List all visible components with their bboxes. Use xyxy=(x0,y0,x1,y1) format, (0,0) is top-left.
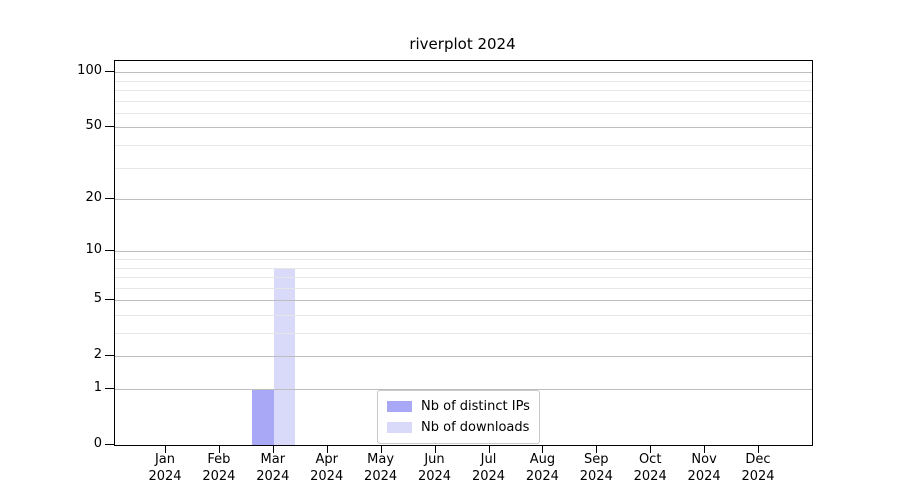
y-gridline-minor xyxy=(115,90,812,91)
y-gridline-major xyxy=(115,199,812,201)
x-axis-tick-label: Nov 2024 xyxy=(672,452,736,485)
y-gridline-major xyxy=(115,300,812,302)
x-tick-year: 2024 xyxy=(148,468,182,484)
x-tick-month: Feb xyxy=(207,452,231,467)
x-axis-tick-label: Dec 2024 xyxy=(726,452,790,485)
x-axis-tick-label: Oct 2024 xyxy=(618,452,682,485)
y-axis-tick-label: 2 xyxy=(93,347,102,363)
y-gridline-major xyxy=(115,72,812,74)
y-tick-mark xyxy=(105,126,114,128)
x-axis-tick-label: Jun 2024 xyxy=(403,452,467,485)
y-gridline-minor xyxy=(115,287,812,289)
x-axis-tick-label: Apr 2024 xyxy=(295,452,359,485)
x-tick-mark xyxy=(542,445,544,453)
legend-swatch-downloads xyxy=(387,422,412,433)
x-tick-mark xyxy=(758,445,759,453)
y-gridline-major xyxy=(115,389,812,390)
x-tick-month: Mar xyxy=(260,452,286,467)
x-tick-year: 2024 xyxy=(417,468,452,484)
x-tick-year: 2024 xyxy=(525,468,559,484)
y-axis-tick-label: 0 xyxy=(93,436,102,451)
x-tick-month: Nov xyxy=(691,452,717,467)
x-tick-year: 2024 xyxy=(202,468,236,484)
y-axis-tick-label: 1 xyxy=(93,380,102,395)
x-tick-month: Oct xyxy=(638,452,662,467)
y-axis-tick-label: 10 xyxy=(85,242,102,258)
x-tick-mark xyxy=(434,445,436,453)
y-tick-mark xyxy=(105,388,114,389)
x-tick-year: 2024 xyxy=(633,468,667,484)
legend-swatch-distinct-ips xyxy=(387,401,412,412)
y-axis-tick-label: 20 xyxy=(85,190,102,206)
y-axis-tick-label: 50 xyxy=(85,118,102,134)
y-gridline-minor xyxy=(115,145,812,146)
x-tick-month: Sep xyxy=(584,452,609,467)
x-tick-month: Jul xyxy=(480,452,497,467)
y-axis-tick-label: 5 xyxy=(93,291,102,307)
y-gridline-major xyxy=(115,356,812,358)
y-tick-mark xyxy=(105,71,114,73)
y-gridline-minor xyxy=(115,259,812,260)
y-gridline-minor xyxy=(115,267,812,269)
x-tick-mark xyxy=(380,445,382,453)
y-gridline-minor xyxy=(115,80,812,82)
legend: Nb of distinct IPs Nb of downloads xyxy=(377,390,540,444)
legend-label-downloads: Nb of downloads xyxy=(421,420,530,435)
x-tick-mark xyxy=(704,445,706,453)
x-tick-year: 2024 xyxy=(310,468,344,484)
x-tick-mark xyxy=(218,445,220,453)
y-axis-tick-label: 100 xyxy=(77,63,102,79)
y-tick-mark xyxy=(105,198,114,200)
legend-label-distinct-ips: Nb of distinct IPs xyxy=(421,399,530,414)
x-tick-month: Aug xyxy=(529,452,556,467)
x-tick-month: Apr xyxy=(315,452,338,467)
y-gridline-minor xyxy=(115,277,812,278)
bar-nb-of-distinct-ips-mar xyxy=(252,389,274,445)
y-gridline-major xyxy=(115,251,812,253)
x-tick-year: 2024 xyxy=(471,468,506,484)
y-gridline-minor xyxy=(115,112,812,114)
y-gridline-minor xyxy=(115,333,812,334)
x-tick-month: May xyxy=(367,452,395,467)
x-axis-tick-label: Sep 2024 xyxy=(564,452,628,485)
y-gridline-minor xyxy=(115,315,812,316)
x-tick-mark xyxy=(326,445,328,453)
y-gridline-minor xyxy=(115,100,812,102)
x-tick-year: 2024 xyxy=(741,468,775,484)
x-tick-month: Jan xyxy=(154,452,176,467)
legend-item-downloads: Nb of downloads xyxy=(387,417,530,438)
y-tick-mark xyxy=(105,250,114,252)
x-tick-mark xyxy=(272,445,274,453)
y-tick-mark xyxy=(105,444,114,445)
x-axis-tick-label: Feb 2024 xyxy=(187,452,251,485)
x-axis-tick-label: Aug 2024 xyxy=(510,452,574,485)
x-tick-year: 2024 xyxy=(579,468,613,484)
bar-nb-of-downloads-mar xyxy=(273,267,296,445)
chart-title: riverplot 2024 xyxy=(409,35,516,53)
x-tick-month: Dec xyxy=(745,452,771,467)
y-tick-mark xyxy=(105,299,114,301)
y-gridline-major xyxy=(115,127,812,129)
x-axis-tick-label: May 2024 xyxy=(349,452,413,485)
x-tick-year: 2024 xyxy=(364,468,398,484)
x-tick-mark xyxy=(165,445,166,453)
x-axis-tick-label: Jul 2024 xyxy=(457,452,521,485)
x-tick-year: 2024 xyxy=(256,468,290,484)
plot-area xyxy=(114,60,813,446)
x-tick-mark xyxy=(596,445,598,453)
x-tick-mark xyxy=(650,445,652,453)
legend-item-distinct-ips: Nb of distinct IPs xyxy=(387,396,530,417)
x-tick-mark xyxy=(488,445,490,453)
x-tick-month: Jun xyxy=(424,452,445,467)
x-axis-tick-label: Jan 2024 xyxy=(133,452,197,485)
y-tick-mark xyxy=(105,355,114,357)
y-gridline-minor xyxy=(115,167,812,169)
x-tick-year: 2024 xyxy=(687,468,721,484)
x-axis-tick-label: Mar 2024 xyxy=(241,452,305,485)
